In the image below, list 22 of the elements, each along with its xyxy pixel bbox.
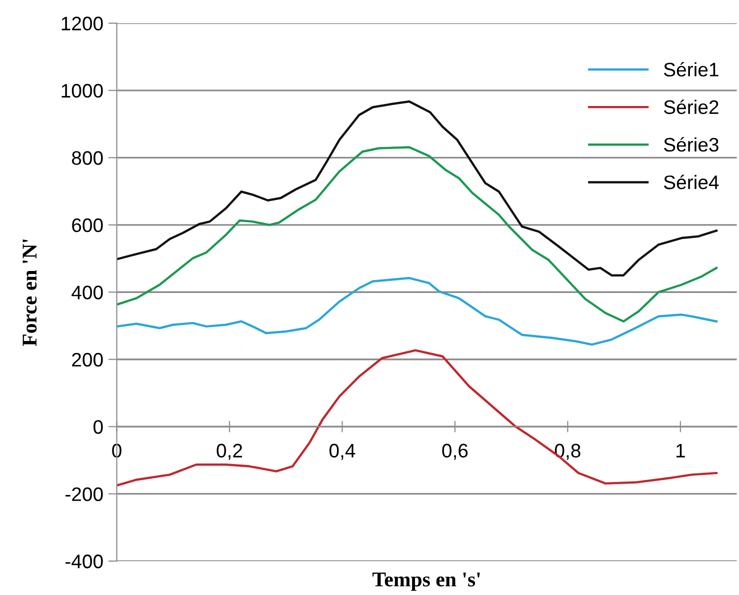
x-tick-label: 0 (112, 444, 122, 458)
y-tick-label: 800 (72, 151, 103, 165)
x-tick-label: 0,4 (329, 444, 356, 460)
y-tick-label: 1000 (62, 84, 103, 98)
y-tick-label: -200 (66, 487, 103, 502)
y-tick-label: 600 (72, 218, 103, 232)
legend-label: Série4 (664, 174, 719, 190)
y-tick-label: 1200 (62, 16, 103, 30)
legend-label: Série3 (664, 137, 718, 152)
x-tick-label: 1 (676, 444, 685, 458)
legend-label: Série1 (664, 62, 718, 77)
y-tick-label: -400 (66, 554, 103, 568)
y-tick-label: 0 (94, 420, 103, 434)
legend-label: Série2 (664, 100, 718, 114)
y-tick-label: 400 (72, 286, 103, 300)
y-axis-title: Force en 'N' (22, 240, 37, 346)
y-tick-label: 200 (72, 352, 103, 367)
line-series (116, 276, 718, 346)
x-axis-title: Temps en 's' (372, 572, 480, 591)
x-tick-label: 0,2 (216, 444, 242, 460)
x-tick-label: 0,6 (442, 444, 468, 460)
line-series (116, 100, 718, 276)
